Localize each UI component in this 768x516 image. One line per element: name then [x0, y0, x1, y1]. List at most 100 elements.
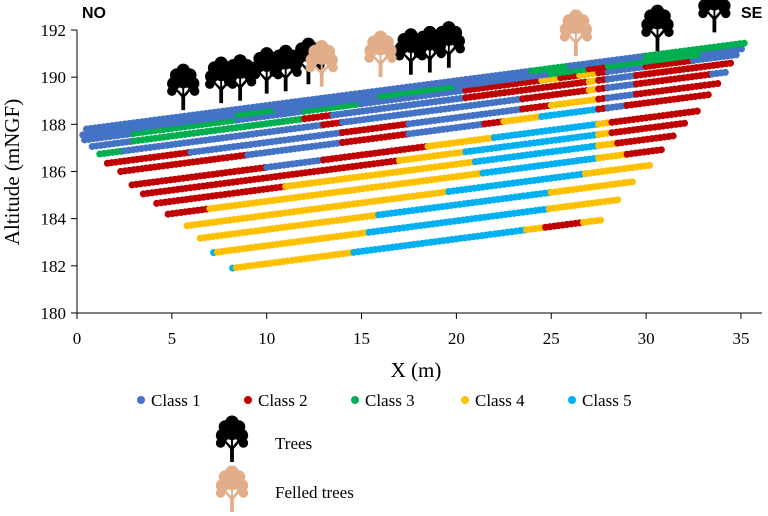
x-tick-label: 20: [448, 329, 465, 348]
tree-icon: [432, 21, 465, 68]
segment-class-5: [490, 120, 603, 142]
legend-marker: [461, 396, 469, 404]
segment-class-3: [130, 115, 309, 145]
felled-tree-icon: [215, 465, 249, 512]
segment-class-1: [88, 137, 138, 150]
legend-label: Class 4: [475, 391, 525, 410]
segment-class-2: [642, 56, 698, 71]
segment-class-4: [500, 113, 546, 125]
x-tick-label: 30: [638, 329, 655, 348]
segment-class-1: [339, 95, 527, 126]
segment-class-1: [272, 92, 385, 114]
segment-class-2: [542, 218, 587, 231]
segment-class-3: [234, 106, 280, 119]
segment-class-2: [128, 163, 271, 189]
y-tick-label: 182: [41, 257, 67, 276]
segment-class-4: [232, 248, 358, 272]
segment-class-3: [96, 147, 128, 158]
legend-label: Class 1: [151, 391, 201, 410]
legend-felled-trees: Felled trees: [215, 465, 354, 512]
segment-class-1: [405, 105, 527, 128]
y-axis-label: Altitude (mNGF): [0, 99, 24, 245]
tree-markers: [167, 0, 731, 111]
segment-class-1: [82, 67, 536, 133]
segment-class-1: [566, 52, 650, 70]
segment-class-3: [604, 50, 707, 70]
felled-tree-icon: [215, 465, 249, 512]
segment-class-5: [479, 154, 603, 177]
x-axis-label: X (m): [391, 358, 442, 382]
legend-item-class-5: Class 5: [568, 391, 632, 410]
segment-class-1: [699, 45, 747, 58]
y-tick-label: 180: [41, 304, 67, 323]
segment-class-1: [244, 139, 347, 159]
segment-class-2: [608, 119, 692, 137]
legend-label: Class 2: [258, 391, 308, 410]
tree-icon: [215, 415, 249, 462]
legend: Class 1 Class 2 Class 3 Class 4 Class 5: [137, 391, 632, 410]
legend-label: Class 5: [582, 391, 632, 410]
segment-class-1: [604, 80, 641, 92]
axes: 0 5 10 15 20 25 30 35 180 182 184 186 188 190 192: [41, 21, 762, 348]
segment-class-1: [79, 111, 242, 139]
segment-class-5: [350, 226, 531, 256]
tree-icon: [215, 415, 249, 462]
segment-class-3: [528, 62, 574, 75]
segment-class-1: [234, 107, 309, 124]
segment-class-1: [708, 68, 730, 78]
tree-icon: [269, 44, 302, 92]
legend-label: Class 3: [365, 391, 415, 410]
legend-marker: [351, 396, 359, 404]
y-tick-label: 186: [41, 162, 67, 181]
segment-class-2: [633, 80, 722, 98]
tree-icon: [223, 54, 257, 101]
segment-class-5: [538, 105, 603, 121]
segment-class-3: [642, 39, 751, 60]
segment-class-4: [282, 158, 479, 190]
legend-trees: Trees: [215, 415, 312, 462]
segment-class-4: [547, 95, 603, 109]
tree-icon: [167, 63, 200, 111]
segment-class-5: [445, 170, 589, 196]
segment-class-3: [301, 100, 366, 115]
legend-marker: [244, 396, 252, 404]
segment-class-3: [377, 82, 460, 100]
segment-class-4: [595, 150, 631, 162]
legend-item-class-4: Class 4: [461, 391, 525, 410]
segment-class-1: [329, 94, 470, 119]
segment-class-3: [547, 65, 593, 78]
felled-tree-icon: [305, 40, 338, 87]
segment-class-4: [213, 228, 373, 256]
x-tick-label: 0: [73, 329, 82, 348]
segment-class-5: [471, 142, 603, 166]
segment-class-2: [339, 120, 413, 137]
segment-class-2: [614, 131, 680, 147]
segment-class-1: [604, 63, 650, 76]
segment-class-2: [103, 148, 195, 167]
y-tick-label: 192: [41, 21, 67, 40]
segment-class-1: [405, 120, 489, 138]
corner-label-se: SE: [741, 5, 763, 22]
segment-class-1: [604, 71, 641, 83]
segment-class-2: [153, 182, 290, 207]
legend-felled-label: Felled trees: [275, 483, 354, 502]
segment-class-2: [462, 76, 546, 94]
corner-label-no: NO: [82, 5, 106, 22]
segment-class-1: [604, 90, 641, 102]
x-tick-label: 25: [543, 329, 560, 348]
legend-marker: [137, 396, 145, 404]
segment-class-2: [519, 86, 593, 103]
segment-class-2: [117, 151, 252, 175]
legend-item-class-3: Class 3: [351, 391, 415, 410]
x-tick-label: 35: [732, 329, 749, 348]
legend-item-class-2: Class 2: [244, 391, 308, 410]
data-rows: [79, 39, 751, 272]
felled-tree-icon: [559, 9, 593, 56]
segment-class-4: [545, 196, 624, 213]
x-tick-label: 15: [353, 329, 370, 348]
segment-class-1: [690, 50, 743, 64]
y-tick-label: 190: [41, 68, 67, 87]
segment-class-4: [183, 188, 453, 230]
y-tick-label: 188: [41, 115, 67, 134]
legend-marker: [568, 396, 576, 404]
